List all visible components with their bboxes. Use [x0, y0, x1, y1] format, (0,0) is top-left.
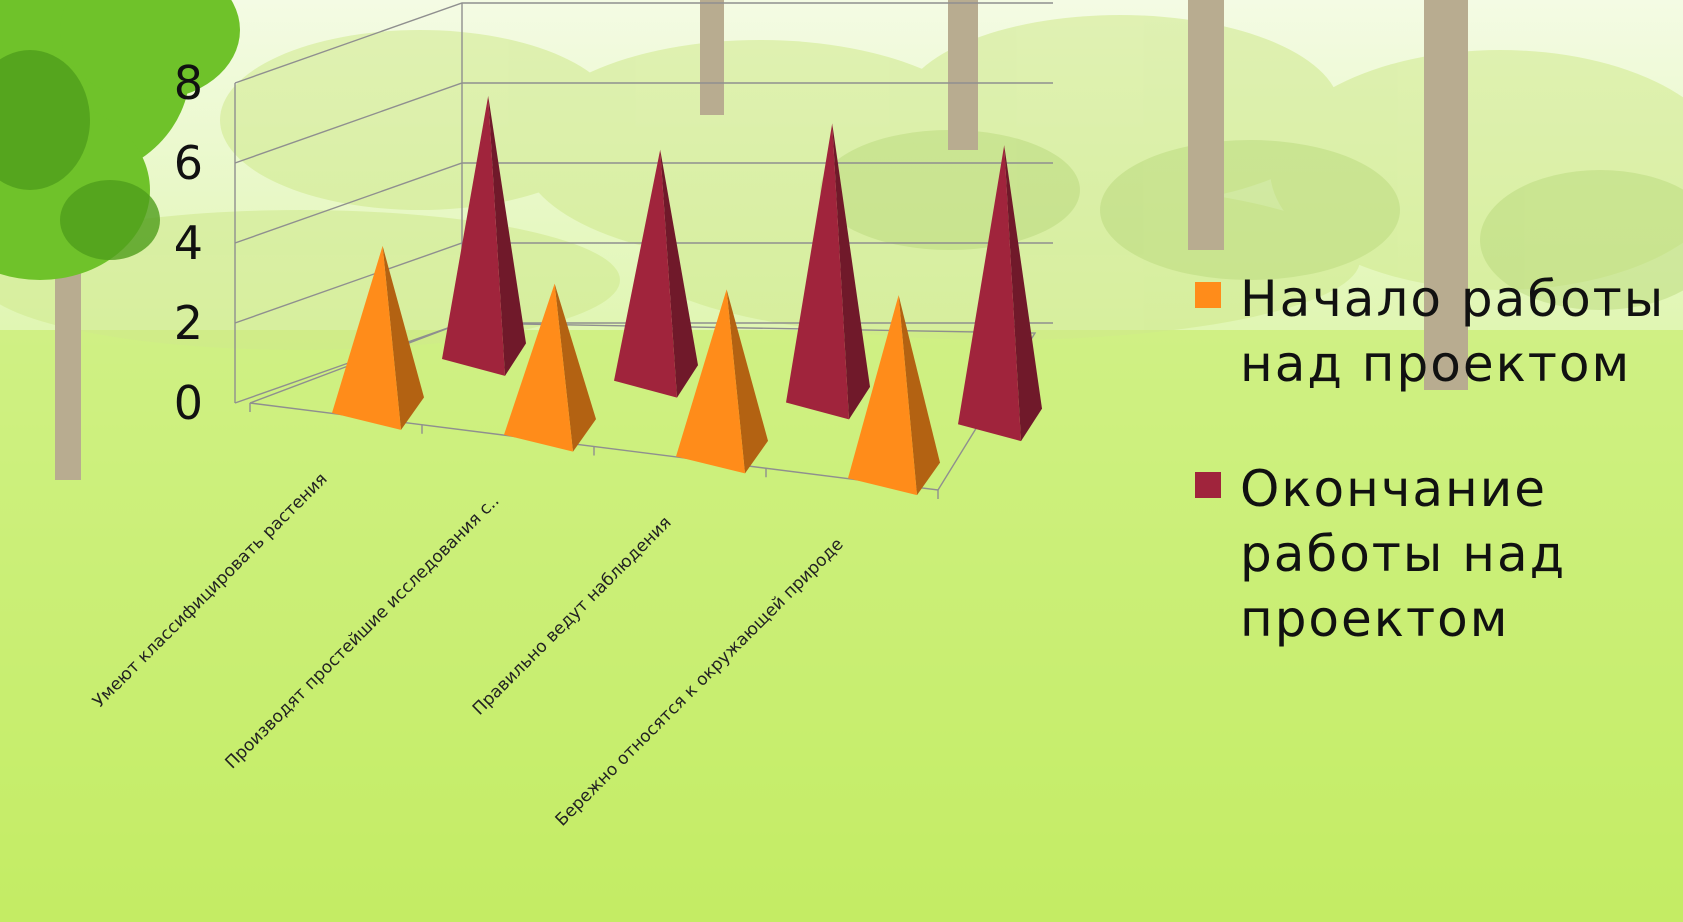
y-tick-label: 4 [174, 216, 203, 270]
pyramid-front-face [332, 245, 401, 430]
legend: Начало работы над проектом Окончание работы… [1195, 270, 1665, 648]
chart-plot-area [332, 95, 1042, 496]
legend-label: проектом [1240, 590, 1509, 648]
legend-label: Начало работы [1240, 270, 1665, 328]
y-tick-label: 0 [174, 376, 203, 430]
legend-label: работы над [1240, 525, 1566, 583]
legend-label: над проектом [1240, 335, 1631, 393]
legend-swatch [1195, 472, 1221, 498]
legend-swatch [1195, 282, 1221, 308]
pyramid-side-face [1004, 145, 1042, 442]
pyramid-front-face [676, 289, 745, 474]
y-axis-ticks: 0 2 4 6 8 [174, 56, 203, 430]
pyramid-end-3 [786, 123, 870, 420]
legend-label: Окончание [1240, 460, 1547, 518]
pyramid-start-1 [332, 245, 424, 430]
y-tick-label: 2 [174, 296, 203, 350]
pyramid-start-3 [676, 289, 768, 474]
pyramid-end-4 [958, 145, 1042, 442]
pyramid-side-face [726, 289, 768, 474]
pyramid-front-face [848, 295, 917, 496]
pyramid-front-face [442, 95, 505, 376]
pyramid-front-face [958, 145, 1021, 442]
pyramid-side-face [488, 95, 526, 376]
pyramid-front-face [786, 123, 849, 420]
pyramid-front-face [504, 283, 573, 452]
y-tick-label: 6 [174, 136, 203, 190]
pyramid-start-2 [504, 283, 596, 452]
pyramid-end-1 [442, 95, 526, 376]
pyramid-end-2 [614, 149, 698, 398]
pyramid-side-face [832, 123, 870, 420]
y-tick-label: 8 [174, 56, 203, 110]
pyramid-front-face [614, 149, 677, 398]
pyramid-start-4 [848, 295, 940, 496]
pyramid-side-face [382, 245, 424, 430]
pyramid-side-face [660, 149, 698, 398]
pyramid-side-face [898, 295, 940, 496]
pyramid-side-face [554, 283, 596, 452]
